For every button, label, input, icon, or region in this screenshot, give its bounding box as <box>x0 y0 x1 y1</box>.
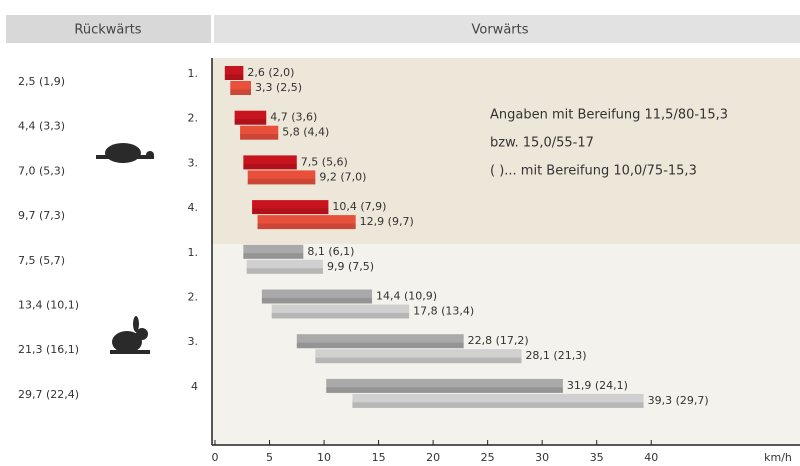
x-tick-label: 10 <box>317 451 331 464</box>
bar <box>352 393 644 408</box>
bar <box>326 378 563 393</box>
gear-label: 3. <box>188 156 199 169</box>
value-label: 2,6 (2,0) <box>247 66 294 79</box>
gear-label: 2. <box>188 112 199 125</box>
tortoise-icon <box>96 143 154 163</box>
value-label: 14,4 (10,9) <box>376 290 437 303</box>
gear-label: 1. <box>188 246 199 259</box>
header-right: Vorwärts <box>472 23 529 38</box>
bar-shade <box>261 297 373 304</box>
x-tick-label: 25 <box>481 451 495 464</box>
reverse-speed: 21,3 (16,1) <box>18 343 79 356</box>
reverse-speed: 4,4 (3,3) <box>18 120 65 133</box>
bar-shade <box>243 163 297 170</box>
bar <box>252 200 329 215</box>
value-label: 10,4 (7,9) <box>332 200 386 213</box>
x-tick-label: 30 <box>535 451 549 464</box>
x-tick-label: 5 <box>266 451 273 464</box>
bar-shade <box>296 342 464 349</box>
bar <box>271 304 410 319</box>
rabbit-icon <box>110 316 150 354</box>
reverse-speed: 7,0 (5,3) <box>18 164 65 177</box>
bar <box>234 110 267 125</box>
bar-shade <box>243 253 304 259</box>
bar-shade <box>234 119 267 125</box>
bar <box>261 289 373 304</box>
bar <box>230 81 251 95</box>
header-left-bg <box>6 15 211 43</box>
bar-shade <box>271 312 410 319</box>
value-label: 22,8 (17,2) <box>468 334 529 347</box>
gear-label: 3. <box>188 335 199 348</box>
gear-label: 2. <box>188 291 199 304</box>
value-label: 9,2 (7,0) <box>319 170 366 183</box>
bar <box>243 244 304 259</box>
bar <box>224 66 244 80</box>
reverse-speed: 2,5 (1,9) <box>18 75 65 88</box>
reverse-speed: 13,4 (10,1) <box>18 299 79 312</box>
bar-shade <box>315 357 522 364</box>
bar-shade <box>240 134 279 140</box>
value-label: 17,8 (13,4) <box>413 305 474 318</box>
value-label: 8,1 (6,1) <box>307 245 354 258</box>
gear-label: 4. <box>188 201 199 214</box>
x-tick-label: 35 <box>590 451 604 464</box>
bar <box>240 125 279 140</box>
value-label: 3,3 (2,5) <box>255 81 302 94</box>
annotation: bzw. 15,0/55-17 <box>490 136 594 151</box>
bar <box>243 155 297 170</box>
x-tick-label: 20 <box>426 451 440 464</box>
bar-shade <box>230 89 251 95</box>
reverse-speed: 7,5 (5,7) <box>18 254 65 267</box>
value-label: 7,5 (5,6) <box>301 155 348 168</box>
bar-shade <box>247 178 316 185</box>
x-tick-label: 40 <box>644 451 658 464</box>
bar <box>257 215 356 230</box>
value-label: 5,8 (4,4) <box>282 126 329 139</box>
header-left: Rückwärts <box>74 23 141 38</box>
bar <box>247 170 316 185</box>
x-tick-label: 0 <box>212 451 219 464</box>
reverse-speed: 29,7 (22,4) <box>18 388 79 401</box>
bar <box>315 349 522 364</box>
value-label: 9,9 (7,5) <box>327 260 374 273</box>
bar-shade <box>326 387 563 393</box>
value-label: 39,3 (29,7) <box>648 394 709 407</box>
annotation: Angaben mit Bereifung 11,5/80-15,3 <box>490 108 728 123</box>
bar-shade <box>257 223 356 230</box>
bar-shade <box>352 402 644 408</box>
gear-label: 1. <box>188 67 199 80</box>
bar-shade <box>246 268 323 274</box>
value-label: 12,9 (9,7) <box>360 215 414 228</box>
annotation: ( )... mit Bereifung 10,0/75-15,3 <box>490 164 697 179</box>
bar-shade <box>252 208 329 215</box>
gear-label: 4 <box>191 380 198 393</box>
bar-shade <box>224 74 244 80</box>
value-label: 4,7 (3,6) <box>270 111 317 124</box>
x-tick-label: 15 <box>372 451 386 464</box>
bar <box>246 259 323 274</box>
x-axis-label: km/h <box>764 451 792 464</box>
reverse-speed: 9,7 (7,3) <box>18 209 65 222</box>
value-label: 31,9 (24,1) <box>567 379 628 392</box>
bar <box>296 334 464 349</box>
header-right-bg <box>214 15 800 43</box>
value-label: 28,1 (21,3) <box>525 349 586 362</box>
